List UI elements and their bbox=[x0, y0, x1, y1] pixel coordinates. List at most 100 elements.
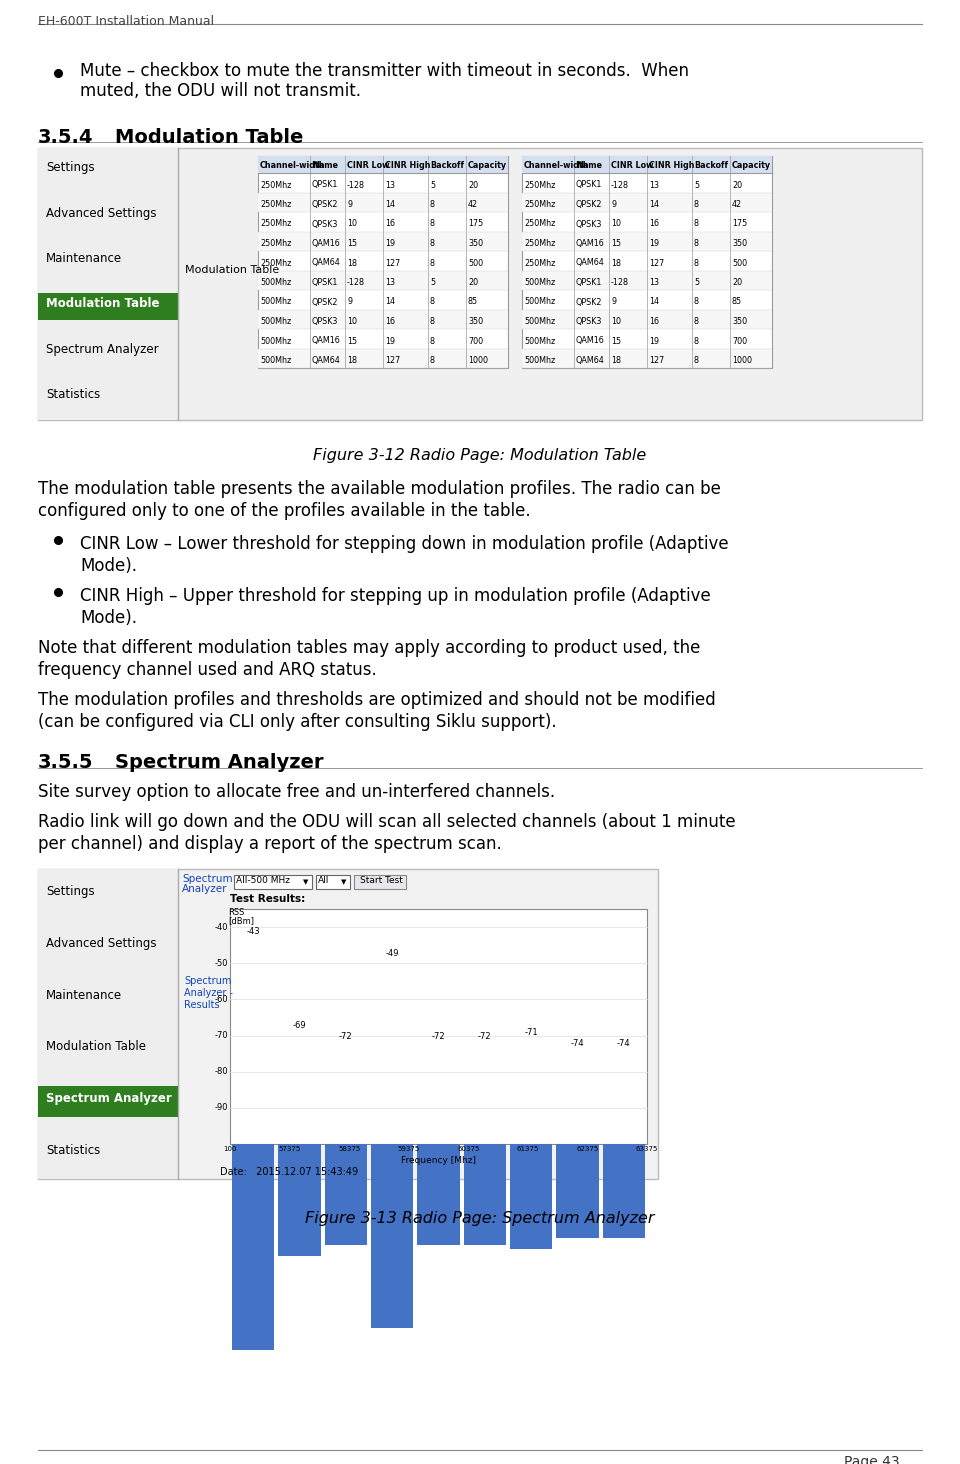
Text: 3.5.4: 3.5.4 bbox=[38, 127, 93, 146]
Text: -74: -74 bbox=[570, 1039, 585, 1048]
Text: 350: 350 bbox=[468, 239, 483, 247]
Text: All: All bbox=[318, 875, 329, 886]
Text: 13: 13 bbox=[649, 278, 659, 287]
Text: -60: -60 bbox=[214, 996, 228, 1004]
Text: 250Mhz: 250Mhz bbox=[524, 201, 556, 209]
Text: 14: 14 bbox=[385, 297, 395, 306]
Text: 10: 10 bbox=[611, 318, 621, 326]
Text: The modulation profiles and thresholds are optimized and should not be modified: The modulation profiles and thresholds a… bbox=[38, 691, 716, 709]
Text: Statistics: Statistics bbox=[46, 388, 100, 401]
Text: 5: 5 bbox=[694, 278, 699, 287]
Text: 16: 16 bbox=[385, 220, 395, 228]
Text: Modulation Table: Modulation Table bbox=[46, 297, 159, 310]
Text: configured only to one of the profiles available in the table.: configured only to one of the profiles a… bbox=[38, 502, 531, 520]
Text: 16: 16 bbox=[649, 318, 659, 326]
Text: 8: 8 bbox=[430, 239, 435, 247]
FancyBboxPatch shape bbox=[258, 309, 508, 329]
Text: 15: 15 bbox=[347, 239, 357, 247]
Text: 14: 14 bbox=[385, 201, 395, 209]
FancyBboxPatch shape bbox=[258, 157, 508, 367]
Text: 500Mhz: 500Mhz bbox=[260, 337, 291, 346]
Text: 15: 15 bbox=[347, 337, 357, 346]
Text: -128: -128 bbox=[611, 180, 629, 189]
FancyBboxPatch shape bbox=[316, 875, 350, 889]
Text: CINR Low: CINR Low bbox=[347, 161, 390, 170]
Text: 8: 8 bbox=[694, 201, 699, 209]
Text: CINR Low: CINR Low bbox=[611, 161, 654, 170]
Text: 10: 10 bbox=[347, 318, 357, 326]
Text: 500Mhz: 500Mhz bbox=[524, 318, 555, 326]
Text: -90: -90 bbox=[214, 1104, 228, 1113]
FancyBboxPatch shape bbox=[557, 1143, 599, 1239]
Text: Radio link will go down and the ODU will scan all selected channels (about 1 min: Radio link will go down and the ODU will… bbox=[38, 813, 735, 832]
Text: QPSK3: QPSK3 bbox=[312, 318, 338, 326]
Text: 350: 350 bbox=[732, 239, 747, 247]
Text: Maintenance: Maintenance bbox=[46, 252, 122, 265]
Text: Maintenance: Maintenance bbox=[46, 988, 122, 1001]
Text: 500Mhz: 500Mhz bbox=[260, 278, 291, 287]
Text: 10: 10 bbox=[611, 220, 621, 228]
Text: 350: 350 bbox=[468, 318, 483, 326]
Text: QPSK2: QPSK2 bbox=[576, 297, 603, 306]
FancyBboxPatch shape bbox=[522, 271, 772, 290]
Text: 42: 42 bbox=[468, 201, 478, 209]
Text: 127: 127 bbox=[385, 356, 400, 365]
Text: QAM16: QAM16 bbox=[312, 239, 341, 247]
Text: 250Mhz: 250Mhz bbox=[260, 220, 292, 228]
FancyBboxPatch shape bbox=[258, 157, 508, 173]
FancyBboxPatch shape bbox=[354, 875, 406, 889]
Text: 500: 500 bbox=[732, 259, 747, 268]
Text: 8: 8 bbox=[430, 356, 435, 365]
Text: 500Mhz: 500Mhz bbox=[524, 337, 555, 346]
Text: Advanced Settings: Advanced Settings bbox=[46, 937, 156, 950]
Text: QAM64: QAM64 bbox=[312, 356, 341, 365]
Text: Modulation Table: Modulation Table bbox=[185, 265, 279, 275]
FancyBboxPatch shape bbox=[522, 157, 772, 173]
Text: 3.5.5: 3.5.5 bbox=[38, 752, 93, 772]
FancyBboxPatch shape bbox=[258, 231, 508, 250]
Text: 127: 127 bbox=[649, 356, 664, 365]
Text: 61375: 61375 bbox=[516, 1146, 540, 1152]
Text: 20: 20 bbox=[468, 278, 478, 287]
Text: 9: 9 bbox=[611, 201, 616, 209]
Text: frequency channel used and ARQ status.: frequency channel used and ARQ status. bbox=[38, 662, 376, 679]
Text: 20: 20 bbox=[732, 180, 742, 189]
Text: QPSK3: QPSK3 bbox=[312, 220, 338, 228]
Text: 8: 8 bbox=[694, 220, 699, 228]
Text: Date:   2015.12.07 15:43:49: Date: 2015.12.07 15:43:49 bbox=[220, 1167, 358, 1177]
Text: RSS: RSS bbox=[228, 908, 245, 916]
Text: 9: 9 bbox=[347, 201, 352, 209]
Text: Mute – checkbox to mute the transmitter with timeout in seconds.  When: Mute – checkbox to mute the transmitter … bbox=[80, 61, 689, 81]
Text: CINR Low – Lower threshold for stepping down in modulation profile (Adaptive: CINR Low – Lower threshold for stepping … bbox=[80, 534, 729, 553]
FancyBboxPatch shape bbox=[603, 1143, 645, 1239]
Text: Modulation Table: Modulation Table bbox=[46, 1041, 146, 1053]
Text: QAM64: QAM64 bbox=[312, 259, 341, 268]
Text: 63375: 63375 bbox=[636, 1146, 659, 1152]
Text: 20: 20 bbox=[732, 278, 742, 287]
Text: 8: 8 bbox=[430, 259, 435, 268]
Text: 18: 18 bbox=[347, 259, 357, 268]
FancyBboxPatch shape bbox=[522, 157, 772, 367]
Text: Spectrum
Analyzer -
Results: Spectrum Analyzer - Results bbox=[184, 976, 233, 1010]
Text: Start Test: Start Test bbox=[360, 875, 403, 886]
FancyBboxPatch shape bbox=[38, 148, 178, 420]
Text: -70: -70 bbox=[214, 1031, 228, 1039]
Text: Frequency [Mhz]: Frequency [Mhz] bbox=[401, 1157, 476, 1165]
Text: 250Mhz: 250Mhz bbox=[524, 239, 556, 247]
FancyBboxPatch shape bbox=[510, 1143, 552, 1249]
Text: Settings: Settings bbox=[46, 886, 95, 899]
Text: ▼: ▼ bbox=[342, 878, 347, 886]
Text: 500Mhz: 500Mhz bbox=[524, 297, 555, 306]
Text: QPSK1: QPSK1 bbox=[576, 278, 602, 287]
Text: 18: 18 bbox=[347, 356, 357, 365]
Text: 1000: 1000 bbox=[732, 356, 752, 365]
Text: Note that different modulation tables may apply according to product used, the: Note that different modulation tables ma… bbox=[38, 638, 701, 657]
Text: Advanced Settings: Advanced Settings bbox=[46, 206, 156, 220]
Text: -69: -69 bbox=[293, 1020, 306, 1029]
Text: 9: 9 bbox=[347, 297, 352, 306]
Text: Backoff: Backoff bbox=[694, 161, 728, 170]
Text: Analyzer: Analyzer bbox=[182, 884, 228, 895]
FancyBboxPatch shape bbox=[522, 309, 772, 329]
Text: Page 43: Page 43 bbox=[845, 1455, 900, 1464]
Text: -40: -40 bbox=[214, 922, 228, 931]
